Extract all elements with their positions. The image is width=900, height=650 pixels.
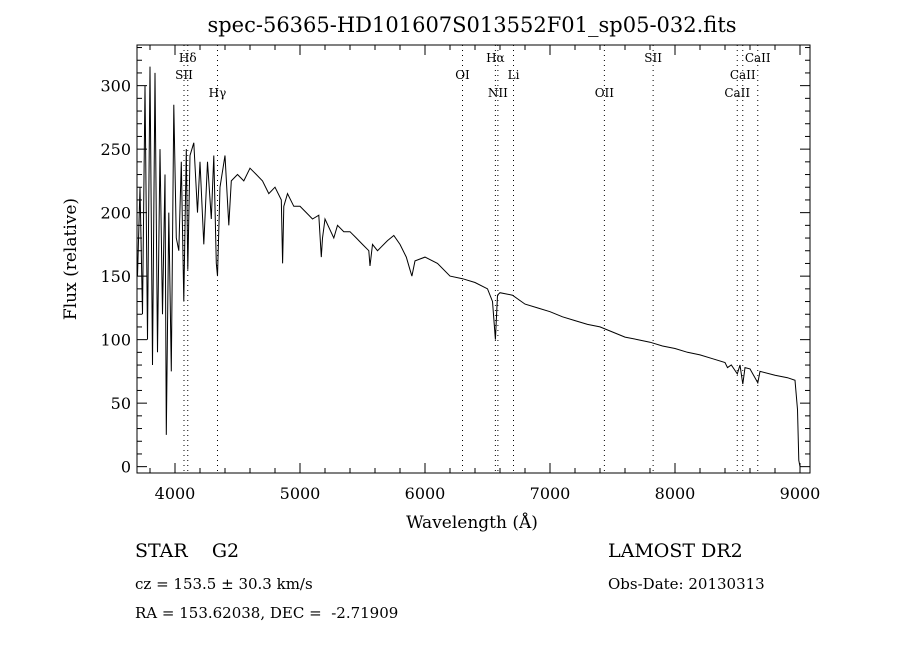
spectral-line-label: Hα <box>486 51 505 65</box>
y-tick-label: 250 <box>100 140 131 159</box>
axis-ticks: 4000 5000 6000 7000 8000 9000 0 50 100 150 200 250 3… <box>100 45 820 503</box>
plot-frame <box>136 44 811 474</box>
spectral-line-label: Hδ <box>179 51 197 65</box>
spectral-line-label: Hγ <box>209 86 227 100</box>
x-tick-label: 8000 <box>655 484 696 503</box>
x-tick-label: 7000 <box>530 484 571 503</box>
spectral-line-label: CaII <box>724 86 750 100</box>
chart-title: spec-56365-HD101607S013552F01_sp05-032.f… <box>207 13 736 37</box>
x-tick-label: 6000 <box>405 484 446 503</box>
obs-date: Obs-Date: 20130313 <box>608 575 765 593</box>
survey-name: LAMOST DR2 <box>608 540 743 562</box>
y-tick-label: 100 <box>100 331 131 350</box>
y-tick-label: 150 <box>100 267 131 286</box>
spectral-line-label: SII <box>644 51 662 65</box>
spectral-line-label: SII <box>175 68 193 82</box>
spectral-line-label: CaII <box>730 68 756 82</box>
y-tick-label: 300 <box>100 77 131 96</box>
spectral-line-label: NII <box>488 86 508 100</box>
x-axis-label: Wavelength (Å) <box>406 512 538 533</box>
coordinates: RA = 153.62038, DEC = -2.71909 <box>135 604 399 622</box>
x-tick-label: 9000 <box>780 484 821 503</box>
spectral-line-label: Li <box>508 68 520 82</box>
spectral-line-label: CaII <box>745 51 771 65</box>
redshift-text: cz = 153.5 ± 30.3 km/s <box>135 575 313 593</box>
y-tick-label: 50 <box>111 394 131 413</box>
spectral-line-label: OI <box>455 68 470 82</box>
x-tick-label: 4000 <box>155 484 196 503</box>
x-tick-label: 5000 <box>280 484 321 503</box>
spectral-line-label: OII <box>595 86 615 100</box>
y-axis-label: Flux (relative) <box>61 198 81 320</box>
y-tick-label: 0 <box>121 458 131 477</box>
y-tick-label: 200 <box>100 204 131 223</box>
spectrum-line <box>137 66 801 467</box>
object-class: STAR G2 <box>135 540 240 562</box>
